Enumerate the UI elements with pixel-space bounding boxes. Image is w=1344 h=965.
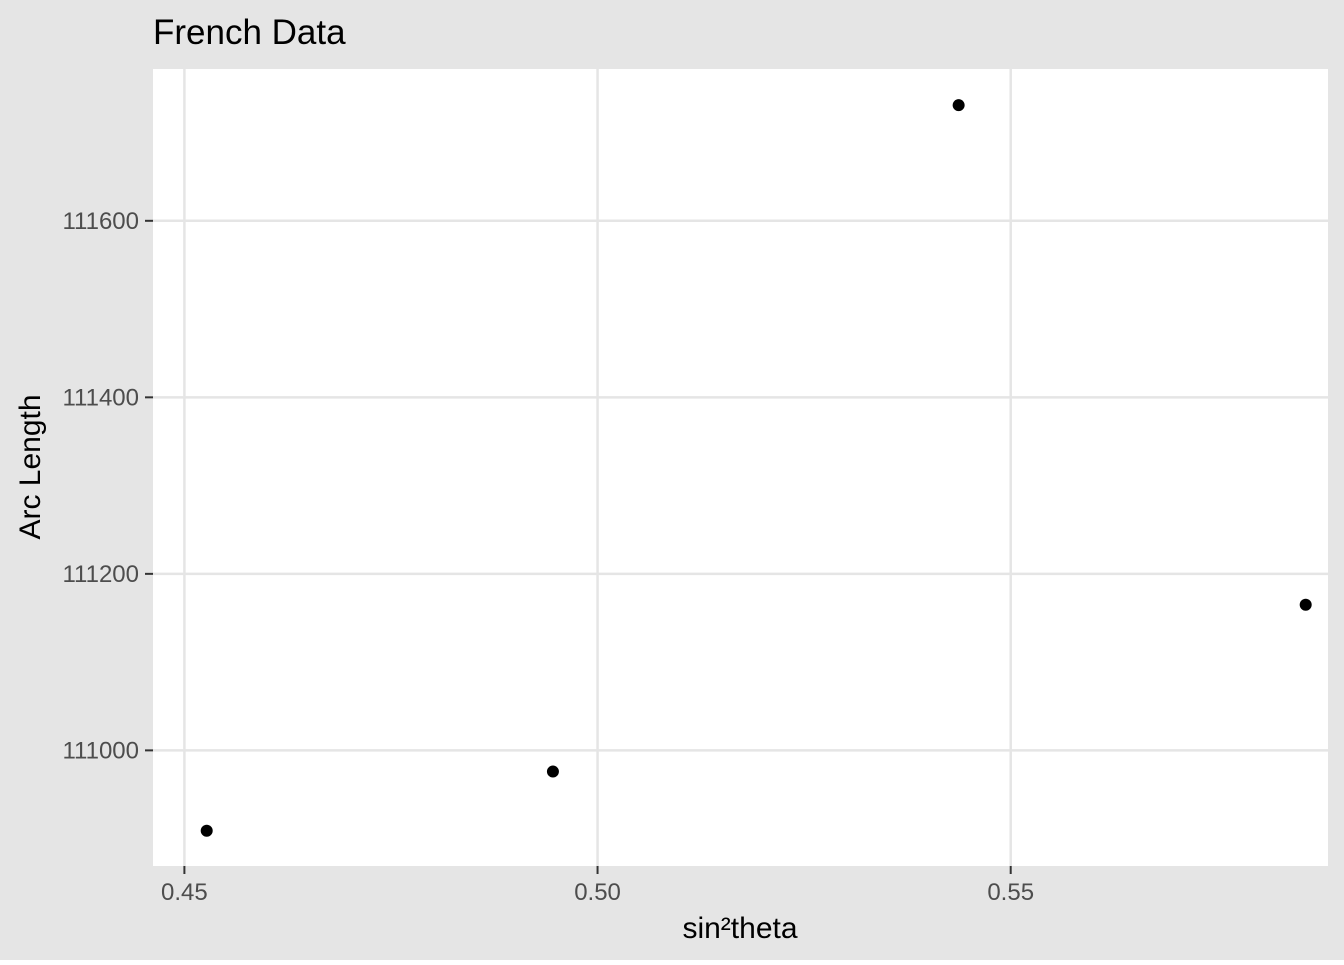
data-point (952, 99, 965, 112)
data-point (200, 824, 213, 837)
gridlines (153, 69, 1328, 866)
x-tick-label: 0.50 (574, 879, 621, 906)
axis-ticks: 0.45 0.50 0.55 111000 111200 111400 111600 (62, 208, 1034, 906)
data-point (1299, 598, 1312, 611)
y-tick-label: 111600 (62, 208, 139, 235)
x-tick-label: 0.55 (987, 879, 1034, 906)
x-tick-label: 0.45 (161, 879, 208, 906)
y-tick-label: 111400 (62, 384, 139, 411)
y-axis-title: Arc Length (14, 394, 47, 539)
y-tick-label: 111200 (62, 561, 139, 588)
chart-title: French Data (153, 13, 346, 52)
plot-panel (153, 69, 1328, 866)
x-axis-title: sin²theta (682, 912, 797, 945)
data-points (200, 99, 1312, 837)
y-tick-label: 111000 (62, 737, 139, 764)
data-point (546, 765, 559, 778)
